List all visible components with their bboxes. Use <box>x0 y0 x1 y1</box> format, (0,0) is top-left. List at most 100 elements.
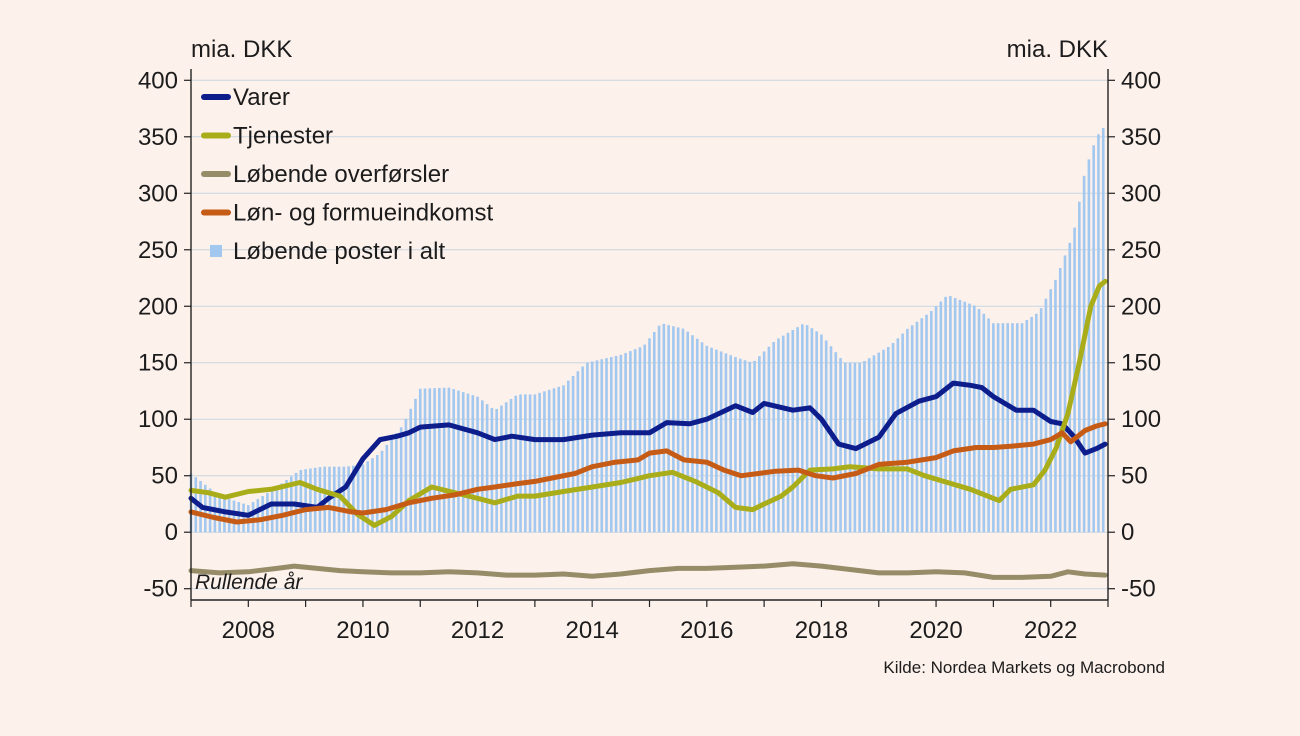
bar-mark <box>748 361 752 533</box>
bar-mark <box>805 325 809 533</box>
bar-mark <box>729 355 733 533</box>
bar-mark <box>457 390 460 533</box>
bar-mark <box>686 331 690 533</box>
bar-mark <box>695 338 699 533</box>
bar-mark <box>820 334 823 533</box>
bar-mark <box>466 393 470 533</box>
bar-mark <box>600 359 604 533</box>
rolling-year-note: Rullende år <box>195 571 303 594</box>
bar-mark <box>299 469 303 533</box>
axis-layer: 400 400 350 350 300 300 250 250 200 200 150 150 100 1… <box>138 67 1161 644</box>
bar-mark <box>949 296 952 533</box>
y-tick-label-right: -50 <box>1121 576 1156 603</box>
bar-mark <box>1035 313 1038 533</box>
bar-mark <box>418 388 422 533</box>
bar-mark <box>1097 134 1100 533</box>
y-tick-label-left: 100 <box>138 406 178 433</box>
legend-label: Løn- og formueindkomst <box>233 200 493 227</box>
bar-mark <box>676 327 680 533</box>
bar-mark <box>920 318 924 533</box>
x-tick-label: 2008 <box>222 617 275 644</box>
legend-label: Løbende poster i alt <box>233 238 445 265</box>
bar-mark <box>758 356 761 533</box>
bar-mark <box>662 323 666 533</box>
bar-mark <box>638 347 642 533</box>
bar-mark <box>404 418 408 533</box>
bar-mark <box>447 387 451 533</box>
x-tick-label: 2018 <box>795 617 848 644</box>
bar-mark <box>633 349 637 533</box>
y-tick-label-left: 200 <box>138 293 178 320</box>
bar-mark <box>280 483 284 533</box>
series-line <box>188 421 1108 525</box>
bar-mark <box>796 327 799 533</box>
bar-mark <box>218 496 221 533</box>
bar-mark <box>781 335 785 533</box>
bar-mark <box>356 465 360 533</box>
bar-mark <box>337 466 341 533</box>
bar-mark <box>867 358 871 533</box>
bar-mark <box>743 360 747 533</box>
bar-mark <box>691 335 694 533</box>
bar-mark <box>772 342 775 533</box>
bar-mark <box>495 408 498 533</box>
bar-mark <box>566 380 570 533</box>
bar-mark <box>586 362 589 533</box>
bar-mark <box>543 391 546 533</box>
bar-mark <box>304 469 307 533</box>
bar-mark <box>1030 316 1033 533</box>
bar-mark <box>485 404 489 533</box>
bar-mark <box>524 394 527 533</box>
bar-mark <box>509 398 513 533</box>
line-layer <box>188 278 1108 580</box>
bar-mark <box>366 461 370 533</box>
y-tick-label-right: 100 <box>1121 406 1161 433</box>
bar-mark <box>242 503 245 533</box>
bar-mark <box>724 353 728 533</box>
bar-mark <box>313 467 317 533</box>
bar-mark <box>223 497 226 533</box>
bar-mark <box>906 328 909 533</box>
y-tick-label-left: 250 <box>138 237 178 264</box>
bar-mark <box>953 297 957 533</box>
bar-mark <box>1025 320 1029 533</box>
legend-label: Løbende overførsler <box>233 161 449 188</box>
series-line <box>188 561 1108 580</box>
bar-mark <box>753 360 756 533</box>
bar-mark <box>385 444 389 533</box>
bar-mark <box>786 332 790 533</box>
bar-mark <box>719 351 723 533</box>
bar-mark <box>1087 159 1091 533</box>
bar-mark <box>815 331 818 533</box>
bar-mark <box>896 338 900 533</box>
bar-mark <box>571 375 575 533</box>
bar-mark <box>738 358 742 533</box>
bar-mark <box>982 313 986 533</box>
bar-mark <box>977 309 981 533</box>
bar-mark <box>266 493 269 533</box>
bar-mark <box>237 502 241 533</box>
bar-mark <box>232 500 236 533</box>
bar-mark <box>958 299 962 533</box>
bar-mark <box>380 450 384 533</box>
bar-mark <box>1092 145 1095 533</box>
bar-mark <box>423 388 427 533</box>
x-tick-label: 2014 <box>565 617 618 644</box>
bar-mark <box>1011 323 1014 533</box>
bar-mark <box>375 455 379 533</box>
bar-mark <box>934 306 938 533</box>
bar-mark <box>734 357 737 533</box>
bar-mark <box>256 499 260 533</box>
bar-mark <box>700 342 704 533</box>
bar-mark <box>433 388 436 533</box>
y-tick-label-left: 50 <box>151 463 178 490</box>
bar-mark <box>877 352 881 533</box>
y-tick-label-right: 400 <box>1121 67 1161 94</box>
bar-mark <box>581 366 584 533</box>
legend-swatch <box>210 245 222 257</box>
bar-mark <box>576 371 580 533</box>
bar-mark <box>1101 128 1105 533</box>
bar-mark <box>672 326 675 533</box>
bar-mark <box>915 321 919 533</box>
